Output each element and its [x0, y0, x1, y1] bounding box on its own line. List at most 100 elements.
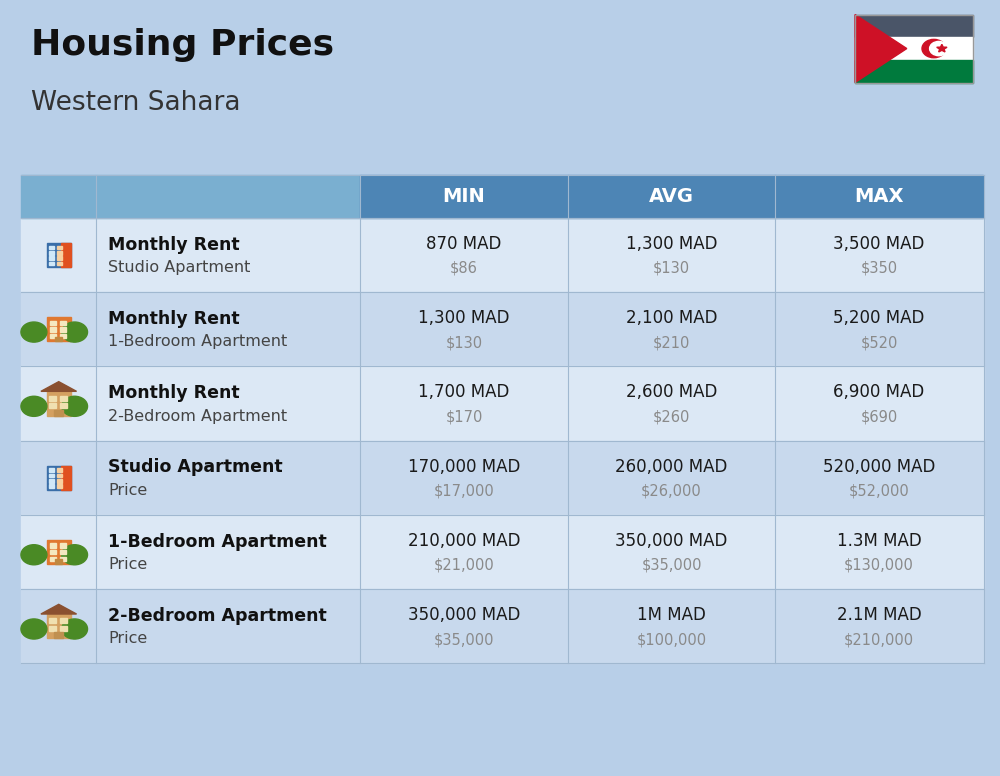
Text: 1,300 MAD: 1,300 MAD: [418, 309, 510, 327]
Circle shape: [930, 41, 948, 56]
Text: $21,000: $21,000: [434, 558, 494, 573]
Circle shape: [62, 397, 88, 417]
Bar: [50, 556, 56, 561]
Bar: [57, 262, 62, 265]
Bar: [568, 175, 775, 218]
Bar: [47, 391, 71, 416]
Text: $100,000: $100,000: [636, 632, 707, 647]
Circle shape: [62, 545, 88, 565]
Text: Monthly Rent: Monthly Rent: [108, 384, 240, 402]
Text: 170,000 MAD: 170,000 MAD: [408, 458, 520, 476]
Bar: [60, 320, 66, 325]
Bar: [57, 468, 62, 472]
Text: Studio Apartment: Studio Apartment: [108, 260, 250, 275]
Bar: [47, 243, 71, 267]
Bar: [57, 479, 62, 483]
Text: MAX: MAX: [854, 187, 904, 206]
Bar: [61, 466, 71, 490]
Text: Studio Apartment: Studio Apartment: [108, 459, 283, 476]
Text: 870 MAD: 870 MAD: [426, 235, 502, 253]
Bar: [47, 540, 71, 564]
Bar: [49, 468, 54, 472]
Bar: [57, 484, 62, 488]
Bar: [21, 366, 984, 441]
Text: 350,000 MAD: 350,000 MAD: [408, 606, 520, 624]
Bar: [855, 37, 973, 60]
Bar: [21, 441, 984, 514]
Text: 5,200 MAD: 5,200 MAD: [833, 309, 925, 327]
Text: 2-Bedroom Apartment: 2-Bedroom Apartment: [108, 409, 287, 424]
Bar: [50, 543, 56, 548]
Bar: [855, 15, 973, 82]
Circle shape: [21, 322, 47, 342]
Bar: [47, 466, 71, 490]
Bar: [21, 218, 984, 292]
Bar: [21, 589, 984, 663]
Polygon shape: [41, 382, 77, 391]
Bar: [855, 15, 973, 37]
Text: $130: $130: [653, 261, 690, 275]
Text: 1M MAD: 1M MAD: [637, 606, 706, 624]
Text: $52,000: $52,000: [849, 483, 909, 498]
Bar: [47, 614, 71, 639]
Bar: [49, 251, 54, 255]
Bar: [49, 479, 54, 483]
Bar: [60, 556, 66, 561]
Bar: [21, 514, 984, 589]
Text: $260: $260: [653, 409, 690, 424]
Circle shape: [21, 545, 47, 565]
Bar: [57, 256, 62, 260]
Bar: [60, 626, 67, 631]
Text: MIN: MIN: [443, 187, 485, 206]
Bar: [49, 484, 54, 488]
Text: $210: $210: [653, 335, 690, 350]
Text: 1.3M MAD: 1.3M MAD: [837, 532, 921, 549]
Text: Monthly Rent: Monthly Rent: [108, 236, 240, 254]
Bar: [49, 396, 56, 400]
Bar: [49, 256, 54, 260]
Bar: [54, 632, 63, 639]
Bar: [49, 473, 54, 477]
Text: 1,700 MAD: 1,700 MAD: [418, 383, 510, 401]
Text: $170: $170: [445, 409, 483, 424]
Text: 350,000 MAD: 350,000 MAD: [615, 532, 728, 549]
Text: $35,000: $35,000: [434, 632, 494, 647]
Text: $690: $690: [860, 409, 898, 424]
Bar: [47, 317, 71, 341]
Text: 2.1M MAD: 2.1M MAD: [837, 606, 921, 624]
Bar: [55, 559, 62, 564]
Bar: [49, 262, 54, 265]
Text: $86: $86: [450, 261, 478, 275]
Text: $17,000: $17,000: [434, 483, 494, 498]
Text: 210,000 MAD: 210,000 MAD: [408, 532, 520, 549]
Circle shape: [922, 40, 946, 57]
Text: Western Sahara: Western Sahara: [31, 90, 241, 116]
Bar: [775, 175, 983, 218]
Bar: [57, 245, 62, 249]
Text: 1-Bedroom Apartment: 1-Bedroom Apartment: [108, 532, 327, 550]
Bar: [57, 473, 62, 477]
Text: 1-Bedroom Apartment: 1-Bedroom Apartment: [108, 334, 287, 349]
Text: 2,100 MAD: 2,100 MAD: [626, 309, 717, 327]
Text: 6,900 MAD: 6,900 MAD: [833, 383, 925, 401]
Text: $130: $130: [446, 335, 483, 350]
Bar: [360, 175, 568, 218]
Circle shape: [21, 619, 47, 639]
Polygon shape: [41, 605, 77, 614]
Text: $210,000: $210,000: [844, 632, 914, 647]
Text: Price: Price: [108, 483, 147, 498]
Bar: [21, 292, 984, 366]
Bar: [49, 245, 54, 249]
Bar: [855, 60, 973, 82]
Bar: [50, 327, 56, 331]
Text: $35,000: $35,000: [641, 558, 702, 573]
Text: Price: Price: [108, 557, 147, 572]
Circle shape: [62, 619, 88, 639]
Circle shape: [62, 322, 88, 342]
Circle shape: [21, 397, 47, 417]
Bar: [60, 396, 67, 400]
Text: 260,000 MAD: 260,000 MAD: [615, 458, 728, 476]
Bar: [60, 327, 66, 331]
Bar: [57, 251, 62, 255]
Text: $520: $520: [860, 335, 898, 350]
